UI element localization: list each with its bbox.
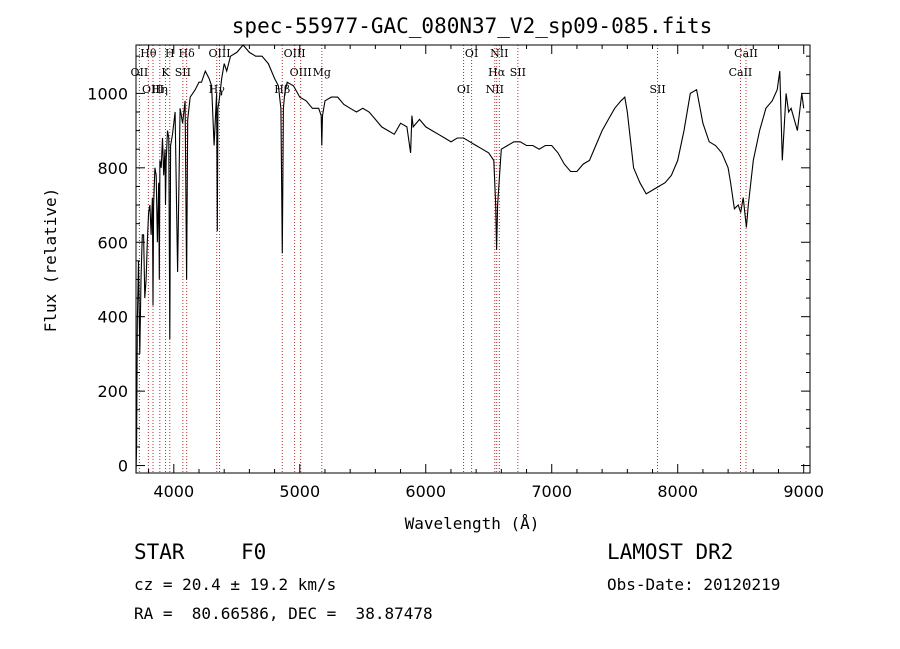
emission-line-label: NII xyxy=(490,47,508,60)
emission-line-label: OIII xyxy=(284,47,306,60)
x-tick-label: 5000 xyxy=(279,482,320,501)
axis-ticks: 4000 5000 6000 7000 8000 9000 0 200 400 600 800 100… xyxy=(87,45,824,501)
x-tick-label: 9000 xyxy=(783,482,824,501)
obs-date: Obs-Date: 20120219 xyxy=(607,575,781,594)
emission-line-label: SII xyxy=(510,66,526,79)
emission-line-label: Hθ xyxy=(140,47,157,60)
y-tick-label: 400 xyxy=(97,308,128,327)
emission-line-label: OII xyxy=(131,66,149,79)
coordinates-readout: RA = 80.66586, DEC = 38.87478 xyxy=(134,604,433,623)
y-tick-label: 1000 xyxy=(87,84,128,103)
x-tick-label: 8000 xyxy=(657,482,698,501)
object-subclass: F0 xyxy=(241,540,267,564)
emission-line-label: Hη xyxy=(152,83,168,96)
emission-line-label: CaII xyxy=(729,66,753,79)
y-tick-label: 200 xyxy=(97,382,128,401)
emission-line-label: OIII xyxy=(208,47,230,60)
emission-line-label: OIII xyxy=(290,66,312,79)
emission-line-label: OI xyxy=(457,83,470,96)
plot-frame xyxy=(135,44,811,474)
emission-line-label: Hα xyxy=(488,66,506,79)
survey-label: LAMOST DR2 xyxy=(607,540,734,564)
redshift-readout: cz = 20.4 ± 19.2 km/s xyxy=(134,575,337,594)
emission-line-label: SII xyxy=(649,83,665,96)
emission-line-label: SII xyxy=(175,66,191,79)
y-tick-label: 800 xyxy=(97,159,128,178)
emission-line-label: OI xyxy=(465,47,478,60)
emission-line-label: OIII xyxy=(142,83,164,96)
y-tick-label: 0 xyxy=(118,457,128,476)
y-axis-label: Flux (relative) xyxy=(41,188,60,333)
object-type: STAR xyxy=(134,540,185,564)
x-tick-label: 4000 xyxy=(153,482,194,501)
emission-line-label: Mg xyxy=(313,66,331,79)
x-axis-label: Wavelength (Å) xyxy=(405,514,540,533)
chart-title: spec-55977-GAC_080N37_V2_sp09-085.fits xyxy=(232,14,712,38)
emission-line-label: H xyxy=(165,47,175,60)
x-tick-label: 6000 xyxy=(405,482,446,501)
emission-line-label: NII xyxy=(486,83,504,96)
emission-line-label: K xyxy=(161,66,170,79)
emission-line-label: CaII xyxy=(734,47,758,60)
emission-line-label: Hβ xyxy=(274,83,290,96)
emission-line-label: Hδ xyxy=(179,47,196,60)
emission-lines-layer: HθOIIOIIIHKHηHδSIIHγOIIIOIIIHβOIIIMgOIOI… xyxy=(131,45,758,473)
spectrum-line xyxy=(135,44,805,474)
x-tick-label: 7000 xyxy=(531,482,572,501)
y-tick-label: 600 xyxy=(97,233,128,252)
